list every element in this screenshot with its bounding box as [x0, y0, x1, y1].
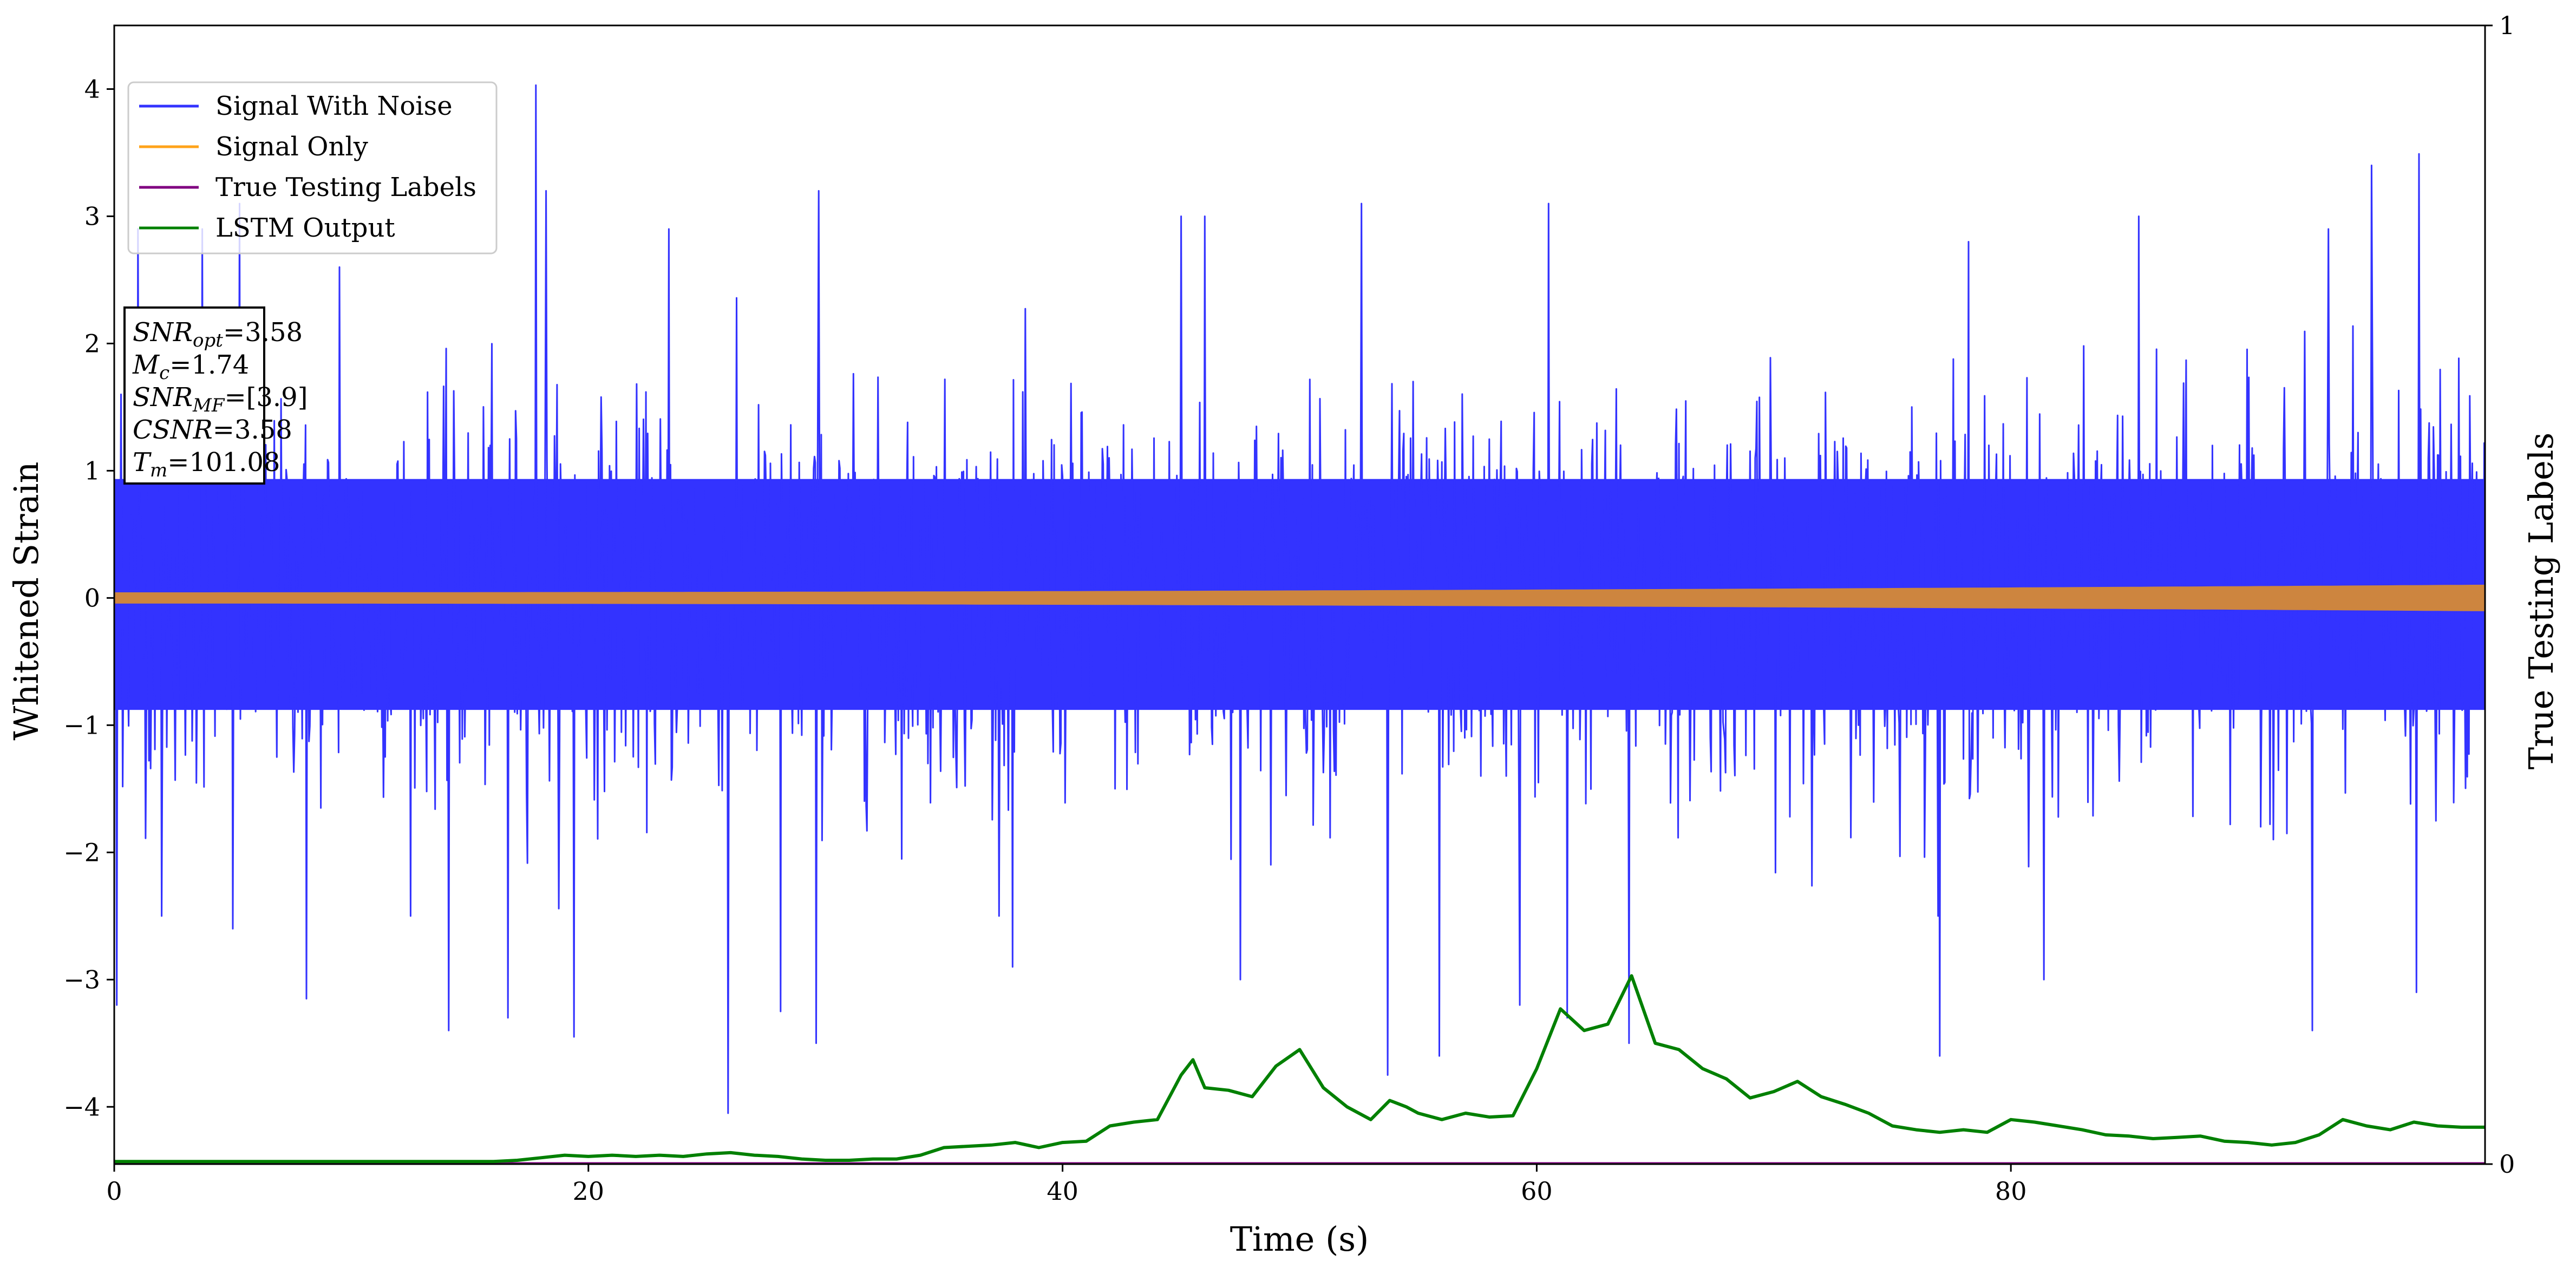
y-axis-title: Whitened Strain [6, 462, 46, 741]
x-tick-label: 0 [106, 1177, 122, 1206]
y-tick-label: −3 [63, 965, 100, 994]
y-axis-left: −4 −3 −2 −1 0 1 2 3 4 [63, 74, 114, 1121]
y-axis-right: 01 [2485, 11, 2515, 1179]
x-tick-label: 40 [1047, 1177, 1078, 1206]
legend-label-signal-with-noise: Signal With Noise [215, 91, 453, 121]
annotation-snr-mf: SNRMF=[3.9] [133, 382, 308, 416]
noise-line [114, 84, 2485, 1114]
y-tick-label: −4 [63, 1092, 100, 1121]
y-axis-right-title: True Testing Labels [2521, 433, 2561, 770]
x-tick-label: 60 [1521, 1177, 1553, 1206]
y-right-tick-label: 0 [2499, 1149, 2515, 1179]
plot-area [113, 24, 2486, 1165]
y-right-tick-label: 1 [2499, 11, 2515, 40]
annotation-snr-opt: SNRopt=3.58 [133, 317, 303, 351]
signal-only-series [114, 584, 2485, 611]
legend-item-lstm-output: LSTM Output [139, 213, 395, 243]
y-tick-label: 1 [84, 456, 100, 485]
annotation-box [123, 306, 265, 485]
legend: Signal With Noise Signal Only True Testi… [127, 81, 498, 254]
annotation-chirp-mass: Mc=1.74 [132, 350, 249, 384]
legend-item-true-testing-labels: True Testing Labels [139, 172, 476, 202]
y-tick-label: 0 [84, 583, 100, 612]
plot-frame [113, 24, 2486, 1165]
x-axis: 0 20 40 60 80 [106, 1164, 2026, 1206]
y-tick-label: −1 [63, 710, 100, 740]
legend-box [127, 81, 498, 254]
y-tick-label: 2 [84, 329, 100, 358]
y-tick-label: −2 [63, 838, 100, 867]
lstm-output-series [114, 974, 2485, 1164]
signal-only-band [114, 584, 2485, 611]
legend-label-lstm-output: LSTM Output [215, 213, 395, 243]
x-tick-label: 80 [1995, 1177, 2027, 1206]
y-tick-label: 4 [84, 74, 100, 103]
annotation-csnr: CSNR=3.58 [133, 415, 292, 445]
legend-label-true-testing-labels: True Testing Labels [215, 172, 476, 202]
parameter-annotation: SNRopt=3.58 Mc=1.74 SNRMF=[3.9] CSNR=3.5… [123, 306, 308, 485]
y-tick-label: 3 [84, 201, 100, 231]
legend-label-signal-only: Signal Only [215, 132, 368, 162]
legend-item-signal-only: Signal Only [139, 132, 368, 162]
lstm-output-line [114, 974, 2485, 1164]
x-axis-title: Time (s) [1230, 1219, 1369, 1259]
legend-item-signal-with-noise: Signal With Noise [139, 91, 453, 121]
annotation-merger-time: Tm=101.08 [133, 447, 280, 481]
x-tick-label: 20 [573, 1177, 605, 1206]
